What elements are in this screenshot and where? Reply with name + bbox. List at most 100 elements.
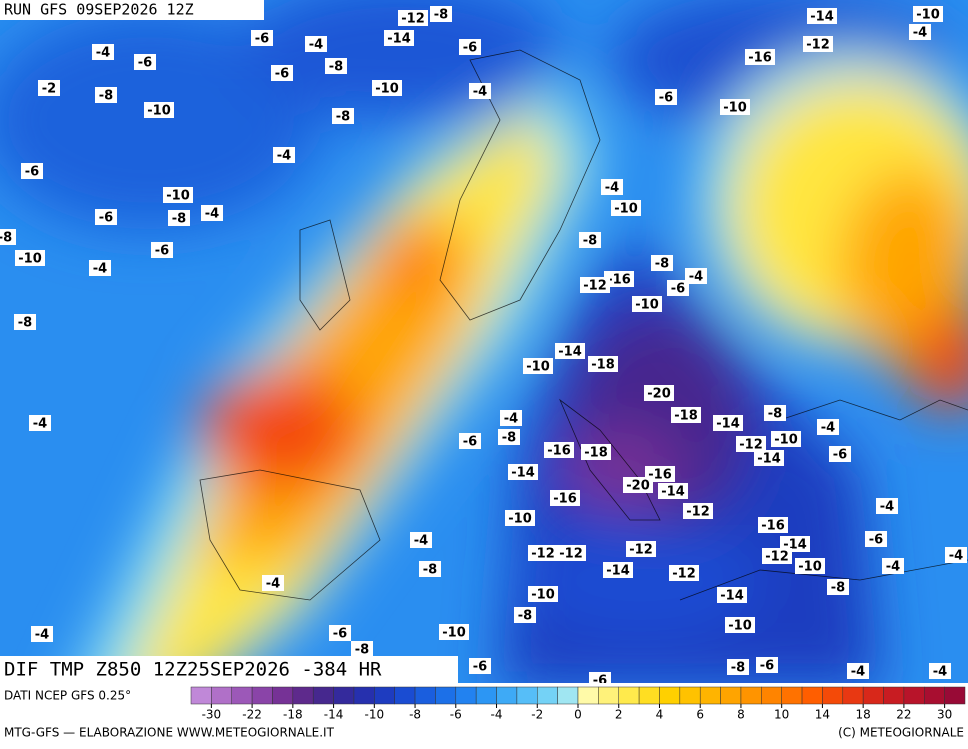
contour-label: -12: [762, 548, 792, 565]
contour-label: -4: [945, 547, 967, 564]
contour-label-box: [38, 80, 60, 96]
contour-label-box: [803, 36, 833, 52]
contour-label-text: -6: [671, 282, 685, 297]
colorbar-label: -14: [324, 708, 344, 722]
contour-label-box: [430, 6, 452, 22]
contour-label-box: [655, 89, 677, 105]
contour-label: -14: [508, 464, 538, 481]
contour-label-box: [31, 626, 53, 642]
colorbar-swatch: [333, 686, 355, 705]
contour-label: -6: [667, 280, 689, 297]
contour-label-text: -4: [35, 628, 49, 643]
contour-label: -14: [384, 30, 414, 47]
contour-label-box: [876, 498, 898, 514]
contour-label-text: -14: [606, 564, 630, 579]
contour-label-box: [528, 586, 558, 602]
contour-label: -12: [736, 436, 766, 453]
contour-label-text: -6: [138, 56, 152, 71]
contour-label-text: -10: [723, 101, 747, 116]
contour-label-text: -4: [205, 207, 219, 222]
contour-label-box: [604, 271, 634, 287]
contour-label-box: [201, 205, 223, 221]
contour-label-text: -14: [757, 452, 781, 467]
colorbar-swatch: [842, 686, 864, 705]
contour-label-text: -8: [172, 212, 186, 227]
contour-label-text: -8: [518, 609, 532, 624]
contour-label-text: -6: [463, 41, 477, 56]
contour-label-text: -14: [511, 466, 535, 481]
colorbar-label: 30: [937, 708, 952, 722]
contour-label-box: [756, 657, 778, 673]
contour-label-box: [329, 625, 351, 641]
contour-label-text: -16: [748, 51, 772, 66]
contour-label-box: [658, 483, 688, 499]
contour-label: -4: [876, 498, 898, 515]
contour-label-box: [95, 87, 117, 103]
contour-label-text: -6: [473, 660, 487, 675]
contour-label-text: -4: [880, 500, 894, 515]
contour-label-text: -10: [442, 626, 466, 641]
contour-label-text: -8: [655, 257, 669, 272]
contour-label-box: [508, 464, 538, 480]
contour-label-text: -14: [661, 485, 685, 500]
colorbar-swatch: [190, 686, 212, 705]
contour-label: -10: [144, 102, 174, 119]
contour-label: -16: [758, 517, 788, 534]
contour-label-text: -16: [648, 468, 672, 483]
contour-label-text: -4: [277, 149, 291, 164]
contour-label: -4: [89, 260, 111, 277]
contour-label-text: -10: [508, 512, 532, 527]
colorbar-swatch: [862, 686, 884, 705]
footer-left: MTG-GFS — ELABORAZIONE WWW.METEOGIORNALE…: [4, 726, 335, 740]
contour-label-box: [134, 54, 156, 70]
contour-label-text: -6: [155, 244, 169, 259]
contour-label: -12: [669, 565, 699, 582]
contour-label-text: -8: [831, 581, 845, 596]
colorbar-label: 6: [696, 708, 704, 722]
colorbar-label: 22: [896, 708, 911, 722]
contour-label-box: [603, 562, 633, 578]
colorbar-label: -18: [283, 708, 303, 722]
contour-label-box: [771, 431, 801, 447]
contour-label-text: -10: [798, 560, 822, 575]
contour-label-box: [419, 561, 441, 577]
contour-label-box: [523, 358, 553, 374]
colorbar-swatch: [944, 686, 966, 705]
contour-label: -8: [579, 232, 601, 249]
contour-label-text: -12: [672, 567, 696, 582]
contour-label-box: [827, 579, 849, 595]
colorbar-swatch: [475, 686, 497, 705]
contour-label: -8: [351, 641, 373, 658]
contour-label-box: [669, 565, 699, 581]
contour-label-box: [262, 575, 284, 591]
contour-label-box: [727, 659, 749, 675]
run-label: RUN GFS 09SEP2026 12Z: [4, 1, 194, 19]
contour-label-box: [829, 446, 851, 462]
contour-label-box: [459, 39, 481, 55]
title-box: [0, 656, 458, 683]
colorbar-swatch: [537, 686, 558, 705]
contour-label-box: [555, 343, 585, 359]
contour-label-text: -4: [93, 262, 107, 277]
colorbar-swatch: [618, 686, 640, 705]
contour-label: -12: [803, 36, 833, 53]
contour-label: -10: [15, 250, 45, 267]
contour-label: -14: [713, 415, 743, 432]
contour-label: -4: [31, 626, 53, 643]
contour-label: -8: [651, 255, 673, 272]
contour-label: -14: [717, 587, 747, 604]
colorbar-label: -22: [242, 708, 262, 722]
colorbar-swatch: [394, 686, 416, 705]
contour-label-text: -4: [933, 665, 947, 680]
contour-label-box: [144, 102, 174, 118]
contour-label: -8: [430, 6, 452, 23]
contour-label-box: [909, 24, 931, 40]
contour-label-text: -4: [504, 412, 518, 427]
contour-label: -4: [882, 558, 904, 575]
contour-label-box: [579, 232, 601, 248]
contour-label: -8: [727, 659, 749, 676]
contour-label-text: -16: [607, 273, 631, 288]
contour-label: -12: [626, 541, 656, 558]
contour-label-text: -4: [266, 577, 280, 592]
contour-label-box: [764, 405, 786, 421]
